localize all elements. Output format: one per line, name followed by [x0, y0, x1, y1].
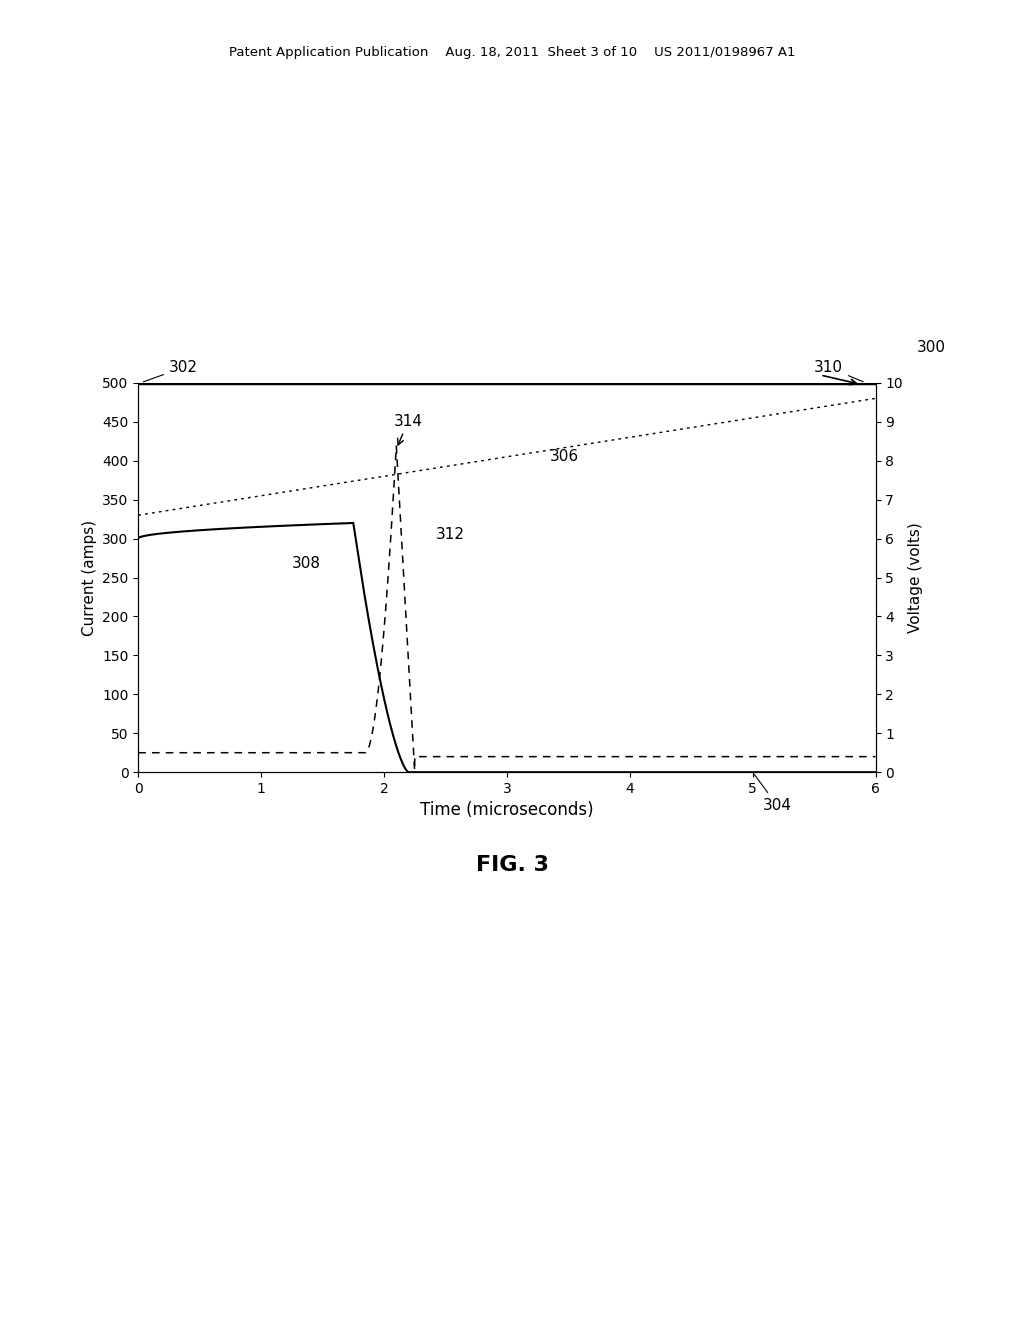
- Text: 302: 302: [143, 360, 198, 381]
- Text: 308: 308: [292, 556, 321, 572]
- Text: 306: 306: [550, 449, 579, 465]
- Text: 304: 304: [755, 775, 792, 813]
- Text: 310: 310: [814, 360, 863, 381]
- Text: 314: 314: [394, 413, 423, 445]
- Text: FIG. 3: FIG. 3: [475, 854, 549, 875]
- Text: 300: 300: [916, 339, 945, 355]
- X-axis label: Time (microseconds): Time (microseconds): [420, 801, 594, 820]
- Y-axis label: Current (amps): Current (amps): [82, 520, 96, 635]
- Text: Patent Application Publication    Aug. 18, 2011  Sheet 3 of 10    US 2011/019896: Patent Application Publication Aug. 18, …: [228, 46, 796, 59]
- Y-axis label: Voltage (volts): Voltage (volts): [908, 523, 924, 632]
- Text: 312: 312: [435, 527, 465, 543]
